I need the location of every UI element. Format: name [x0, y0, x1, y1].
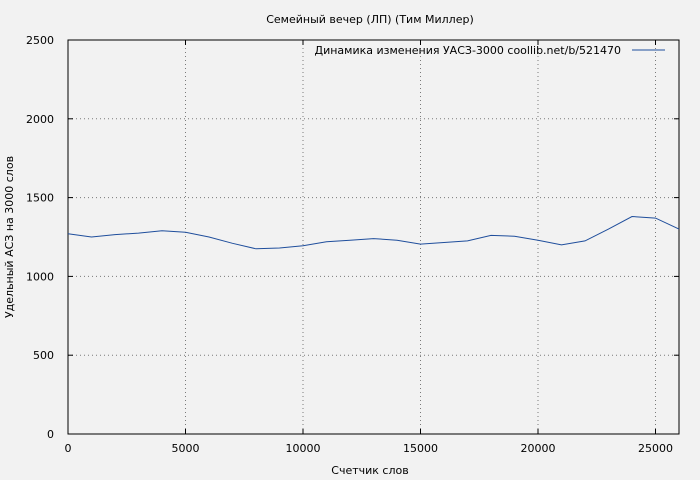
x-tick-label: 5000: [172, 442, 200, 455]
legend: Динамика изменения УАСЗ-3000 coollib.net…: [315, 44, 665, 57]
x-tick-label: 20000: [521, 442, 556, 455]
y-axis-label: Удельный АСЗ на 3000 слов: [3, 156, 16, 318]
series-layer: [67, 215, 680, 250]
series-line: [67, 215, 680, 250]
grid: [68, 40, 679, 434]
y-tick-label: 2000: [26, 113, 54, 126]
x-tick-label: 10000: [286, 442, 321, 455]
y-tick-label: 0: [47, 428, 54, 441]
x-tick-label: 15000: [403, 442, 438, 455]
x-tick-label: 0: [65, 442, 72, 455]
y-tick-label: 1500: [26, 192, 54, 205]
y-tick-label: 1000: [26, 270, 54, 283]
y-tick-label: 2500: [26, 34, 54, 47]
legend-label: Динамика изменения УАСЗ-3000 coollib.net…: [315, 44, 622, 57]
plot-frame: [67, 39, 680, 435]
axis-ticks: 0 5000 10000 15000 20000 25000 0 500 1000 1500 200…: [26, 34, 679, 455]
chart-title: Семейный вечер (ЛП) (Тим Миллер): [266, 13, 474, 26]
y-tick-label: 500: [33, 349, 54, 362]
x-tick-label: 25000: [638, 442, 673, 455]
x-axis-label: Счетчик слов: [331, 464, 408, 477]
